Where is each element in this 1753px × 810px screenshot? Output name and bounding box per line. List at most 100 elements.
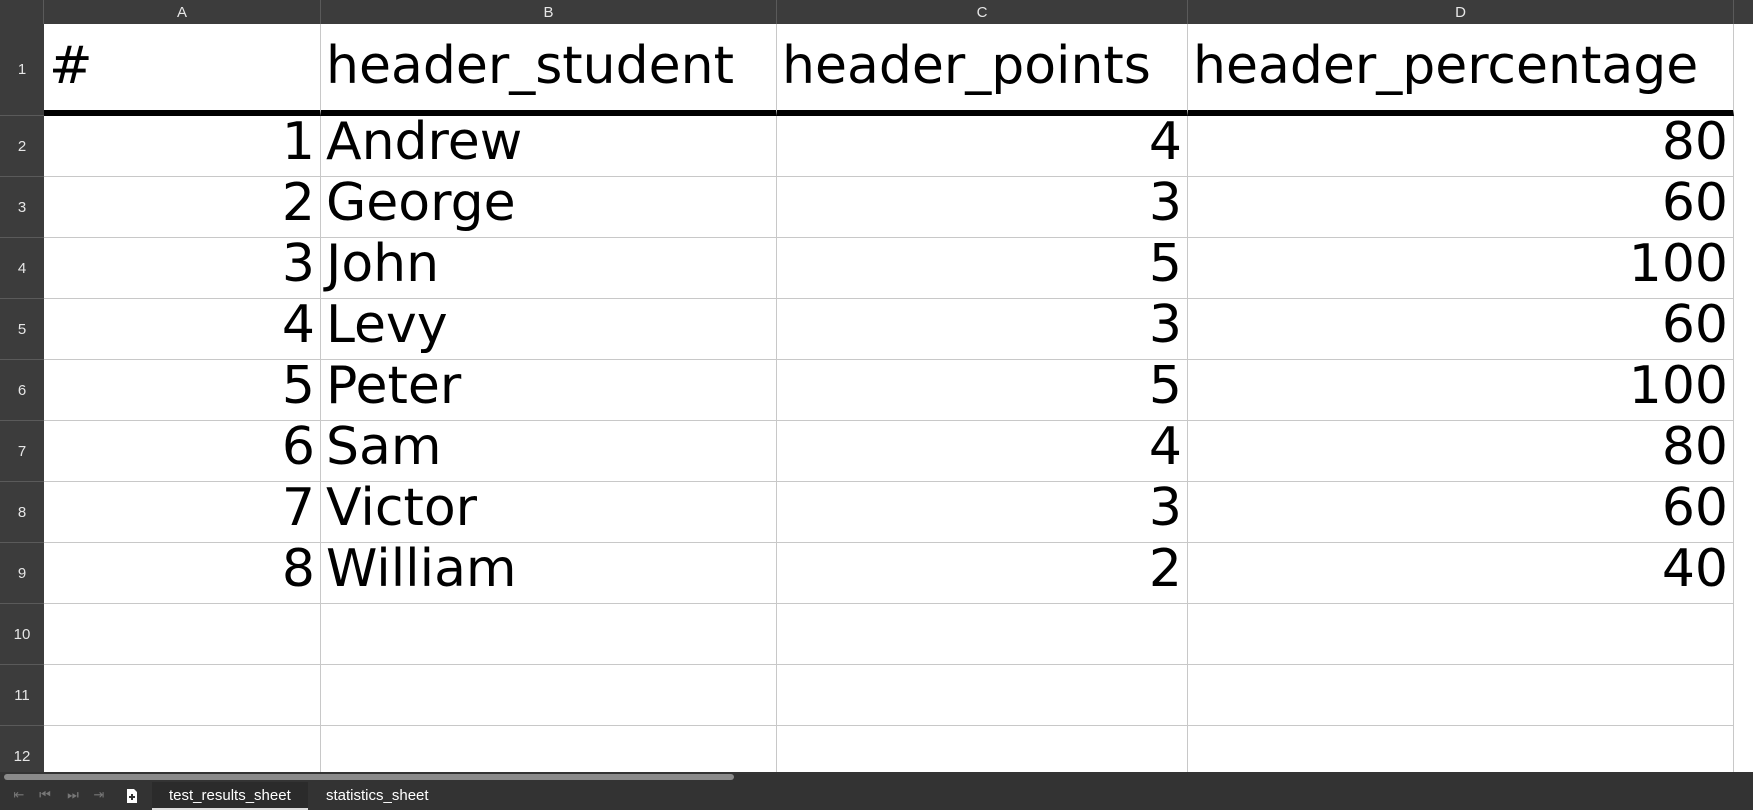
row-header-5[interactable]: 5 xyxy=(0,299,44,360)
cell-text: 2 xyxy=(281,177,315,233)
cell-text: Sam xyxy=(326,421,442,477)
cell-b7[interactable]: Sam xyxy=(321,421,777,482)
cell-d12[interactable] xyxy=(1188,726,1734,772)
cell-d11[interactable] xyxy=(1188,665,1734,726)
cell-b10[interactable] xyxy=(321,604,777,665)
cell-d6[interactable]: 100 xyxy=(1188,360,1734,421)
cell-b9[interactable]: William xyxy=(321,543,777,604)
cell-b8[interactable]: Victor xyxy=(321,482,777,543)
cell-a3[interactable]: 2 xyxy=(44,177,321,238)
cell-text: 2 xyxy=(1148,543,1182,599)
row-header-9[interactable]: 9 xyxy=(0,543,44,604)
table-row: 5 Peter 5 100 xyxy=(44,360,1734,421)
previous-sheet-icon[interactable]: ⏮ xyxy=(39,788,51,803)
cell-a2[interactable]: 1 xyxy=(44,116,321,177)
cell-b4[interactable]: John xyxy=(321,238,777,299)
cell-text: John xyxy=(326,238,440,294)
cell-a1[interactable]: # xyxy=(44,24,321,116)
first-sheet-icon[interactable]: ⇤ xyxy=(13,788,25,803)
cell-d7[interactable]: 80 xyxy=(1188,421,1734,482)
cell-text: header_student xyxy=(326,36,734,96)
add-sheet-glyph xyxy=(127,789,137,803)
horizontal-scrollbar[interactable] xyxy=(0,772,1753,782)
row-header-11[interactable]: 11 xyxy=(0,665,44,726)
cell-text: 80 xyxy=(1661,116,1728,172)
next-sheet-icon[interactable]: ⏭ xyxy=(67,788,79,803)
last-sheet-icon[interactable]: ⇥ xyxy=(93,788,105,803)
row-header-8[interactable]: 8 xyxy=(0,482,44,543)
row-header-4[interactable]: 4 xyxy=(0,238,44,299)
cell-d9[interactable]: 40 xyxy=(1188,543,1734,604)
row-header-1[interactable]: 1 xyxy=(0,24,44,116)
cell-d5[interactable]: 60 xyxy=(1188,299,1734,360)
cell-text: 1 xyxy=(281,116,315,172)
cell-b3[interactable]: George xyxy=(321,177,777,238)
cell-text: 5 xyxy=(1148,360,1182,416)
cell-text: 4 xyxy=(1148,421,1182,477)
table-row xyxy=(44,665,1734,726)
cell-a5[interactable]: 4 xyxy=(44,299,321,360)
scrollbar-thumb[interactable] xyxy=(4,774,734,780)
sheet-tab-bar: ⇤ ⏮ ⏭ ⇥ test_results_sheet statistics_sh… xyxy=(0,782,1753,810)
cell-c10[interactable] xyxy=(777,604,1188,665)
cell-b6[interactable]: Peter xyxy=(321,360,777,421)
column-header-b[interactable]: B xyxy=(321,0,777,24)
cell-text: header_points xyxy=(782,36,1151,96)
cell-d3[interactable]: 60 xyxy=(1188,177,1734,238)
cell-b1[interactable]: header_student xyxy=(321,24,777,116)
cell-b2[interactable]: Andrew xyxy=(321,116,777,177)
cell-c5[interactable]: 3 xyxy=(777,299,1188,360)
table-row: 7 Victor 3 60 xyxy=(44,482,1734,543)
select-all-corner[interactable] xyxy=(0,0,44,24)
tab-statistics-sheet[interactable]: statistics_sheet xyxy=(326,787,429,804)
cell-a12[interactable] xyxy=(44,726,321,772)
cell-text: 80 xyxy=(1661,421,1728,477)
cell-a9[interactable]: 8 xyxy=(44,543,321,604)
cell-c1[interactable]: header_points xyxy=(777,24,1188,116)
cell-text: 3 xyxy=(1148,482,1182,538)
cell-c4[interactable]: 5 xyxy=(777,238,1188,299)
row-header-2[interactable]: 2 xyxy=(0,116,44,177)
cell-c9[interactable]: 2 xyxy=(777,543,1188,604)
row-header-10[interactable]: 10 xyxy=(0,604,44,665)
row-header-6[interactable]: 6 xyxy=(0,360,44,421)
cell-c12[interactable] xyxy=(777,726,1188,772)
row-header-3[interactable]: 3 xyxy=(0,177,44,238)
cell-c3[interactable]: 3 xyxy=(777,177,1188,238)
cell-b5[interactable]: Levy xyxy=(321,299,777,360)
cell-text: 8 xyxy=(281,543,315,599)
column-header-d[interactable]: D xyxy=(1188,0,1734,24)
cell-text: 3 xyxy=(281,238,315,294)
tab-test-results-sheet[interactable]: test_results_sheet xyxy=(152,782,308,810)
cell-text: 60 xyxy=(1661,482,1728,538)
cell-a11[interactable] xyxy=(44,665,321,726)
cell-a6[interactable]: 5 xyxy=(44,360,321,421)
add-sheet-icon[interactable] xyxy=(124,788,140,804)
row-header-7[interactable]: 7 xyxy=(0,421,44,482)
cell-text: # xyxy=(49,36,93,96)
cell-a10[interactable] xyxy=(44,604,321,665)
cell-a7[interactable]: 6 xyxy=(44,421,321,482)
cell-a8[interactable]: 7 xyxy=(44,482,321,543)
cell-d2[interactable]: 80 xyxy=(1188,116,1734,177)
table-row xyxy=(44,604,1734,665)
cell-c6[interactable]: 5 xyxy=(777,360,1188,421)
cell-c7[interactable]: 4 xyxy=(777,421,1188,482)
cell-b12[interactable] xyxy=(321,726,777,772)
cell-d10[interactable] xyxy=(1188,604,1734,665)
cell-c2[interactable]: 4 xyxy=(777,116,1188,177)
cell-a4[interactable]: 3 xyxy=(44,238,321,299)
cell-d4[interactable]: 100 xyxy=(1188,238,1734,299)
cell-b11[interactable] xyxy=(321,665,777,726)
cell-c11[interactable] xyxy=(777,665,1188,726)
column-header-a[interactable]: A xyxy=(44,0,321,24)
cell-d1[interactable]: header_percentage xyxy=(1188,24,1734,116)
column-header-c[interactable]: C xyxy=(777,0,1188,24)
cell-c8[interactable]: 3 xyxy=(777,482,1188,543)
cell-text: 60 xyxy=(1661,177,1728,233)
table-row xyxy=(44,726,1734,772)
table-row: 8 William 2 40 xyxy=(44,543,1734,604)
cell-d8[interactable]: 60 xyxy=(1188,482,1734,543)
cell-text: 7 xyxy=(281,482,315,538)
table-row: 2 George 3 60 xyxy=(44,177,1734,238)
